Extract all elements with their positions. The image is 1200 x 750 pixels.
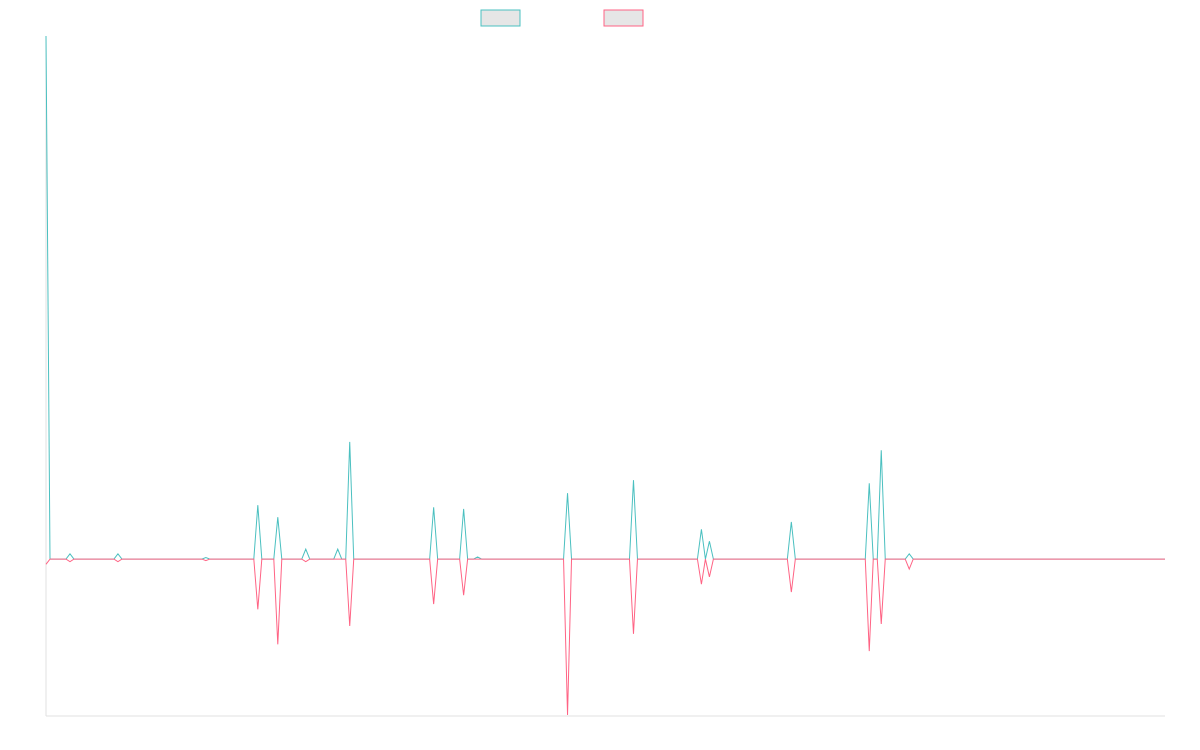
legend-swatch bbox=[603, 9, 644, 27]
legend-swatch bbox=[480, 9, 521, 27]
series-line bbox=[45, 35, 1165, 560]
series-line bbox=[45, 558, 1165, 715]
